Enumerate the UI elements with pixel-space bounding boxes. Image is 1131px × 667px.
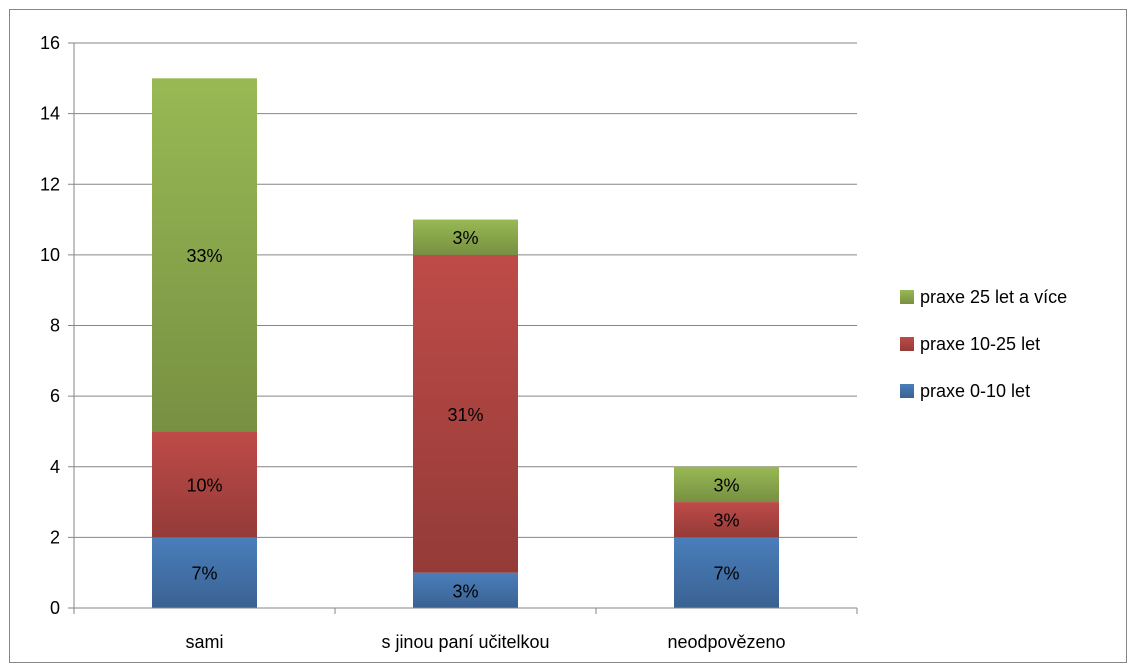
- data-label-s-jinou-pani-ucitelkou-praxe-10-25-let: 31%: [447, 405, 483, 425]
- legend-swatch: [900, 337, 914, 351]
- axes: 0 2 4 6 8 10 12 14 16 sami s jinou paní učitelkou n…: [40, 33, 858, 652]
- bar-s-jinou-pani-ucitelkou-praxe-10-25-let: [413, 254, 518, 573]
- data-label-s-jinou-pani-ucitelkou-praxe-0-10-let: 3%: [452, 581, 478, 601]
- y-tick-label: 14: [40, 104, 60, 124]
- data-label-sami-praxe-0-10-let: 7%: [191, 564, 217, 584]
- legend: praxe 25 let a více praxe 10-25 let praxe …: [900, 287, 1067, 401]
- data-label-s-jinou-pani-ucitelkou-praxe-25-let-a-vice: 3%: [452, 228, 478, 248]
- data-label-neodpovezeno-praxe-0-10-let: 7%: [713, 564, 739, 584]
- data-labels: 7% 10% 33% 3% 31% 3% 7% 3% 3%: [186, 228, 739, 601]
- legend-label: praxe 10-25 let: [920, 334, 1040, 354]
- y-tick-label: 12: [40, 174, 60, 194]
- bar-sami-praxe-0-10-let: [152, 537, 257, 608]
- bars: [152, 78, 779, 608]
- legend-swatch: [900, 290, 914, 304]
- y-tick-label: 16: [40, 33, 60, 53]
- legend-item-praxe-25-let-a-vice: praxe 25 let a více: [900, 287, 1067, 307]
- x-category-label: sami: [185, 632, 223, 652]
- legend-label: praxe 0-10 let: [920, 381, 1030, 401]
- data-label-sami-praxe-25-let-a-vice: 33%: [186, 246, 222, 266]
- data-label-neodpovezeno-praxe-25-let-a-vice: 3%: [713, 475, 739, 495]
- y-tick-label: 2: [50, 527, 60, 547]
- x-category-label: s jinou paní učitelkou: [381, 632, 549, 652]
- legend-item-praxe-0-10-let: praxe 0-10 let: [900, 381, 1030, 401]
- y-tick-label: 8: [50, 316, 60, 336]
- y-tick-label: 10: [40, 245, 60, 265]
- data-label-neodpovezeno-praxe-10-25-let: 3%: [713, 511, 739, 531]
- bar-sami-praxe-25-let-a-vice: [152, 78, 257, 432]
- legend-label: praxe 25 let a více: [920, 287, 1067, 307]
- y-tick-label: 0: [50, 598, 60, 618]
- data-label-sami-praxe-10-25-let: 10%: [186, 475, 222, 495]
- bar-s-jinou-pani-ucitelkou-praxe-0-10-let: [413, 572, 518, 608]
- bar-neodpovezeno-praxe-10-25-let: [674, 502, 779, 538]
- bar-s-jinou-pani-ucitelkou-praxe-25-let-a-vice: [413, 219, 518, 255]
- bar-neodpovezeno-praxe-25-let-a-vice: [674, 466, 779, 503]
- x-category-label: neodpovězeno: [667, 632, 785, 652]
- legend-item-praxe-10-25-let: praxe 10-25 let: [900, 334, 1040, 354]
- bar-neodpovezeno-praxe-0-10-let: [674, 537, 779, 608]
- y-tick-label: 4: [50, 457, 60, 477]
- legend-swatch: [900, 384, 914, 398]
- bar-sami-praxe-10-25-let: [152, 431, 257, 538]
- y-tick-label: 6: [50, 386, 60, 406]
